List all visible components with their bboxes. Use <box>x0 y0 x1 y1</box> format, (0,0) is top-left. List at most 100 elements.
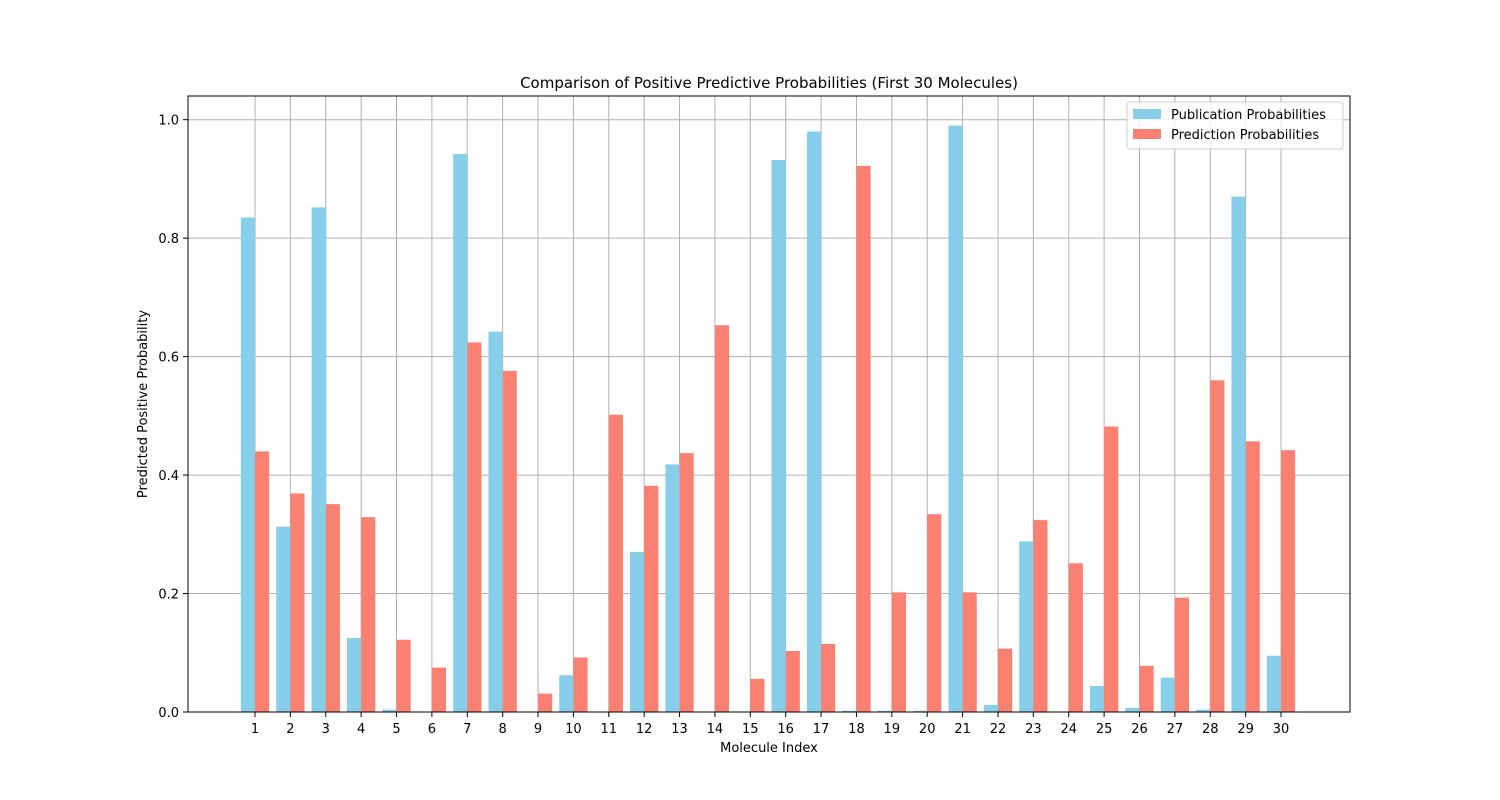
y-tick-label: 0.2 <box>158 588 179 603</box>
bar-prediction-12 <box>644 485 659 712</box>
bar-prediction-2 <box>290 493 305 712</box>
bar-publication-16 <box>771 159 786 712</box>
bar-publication-23 <box>1019 541 1034 712</box>
bar-prediction-8 <box>502 370 517 712</box>
bar-prediction-11 <box>608 414 623 712</box>
y-axis-label: Predicted Positive Probability <box>136 310 151 498</box>
bar-publication-3 <box>311 207 326 712</box>
bar-prediction-14 <box>714 325 730 712</box>
bar-prediction-30 <box>1281 450 1296 712</box>
y-tick-label: 0.4 <box>158 469 179 484</box>
x-tick-label: 1 <box>251 722 259 737</box>
x-tick-label: 7 <box>463 722 471 737</box>
x-tick-label: 11 <box>601 722 618 737</box>
bar-prediction-3 <box>325 504 340 712</box>
bar-prediction-15 <box>750 678 765 712</box>
x-tick-label: 23 <box>1025 722 1042 737</box>
x-tick-label: 6 <box>428 722 436 737</box>
bar-prediction-6 <box>431 667 447 712</box>
x-tick-label: 9 <box>534 722 542 737</box>
x-tick-label: 29 <box>1237 722 1254 737</box>
bar-prediction-7 <box>467 342 482 712</box>
x-tick-label: 10 <box>565 722 582 737</box>
bar-prediction-13 <box>679 453 694 712</box>
x-tick-label: 18 <box>848 722 865 737</box>
x-tick-label: 3 <box>322 722 330 737</box>
y-tick-label: 1.0 <box>158 114 179 129</box>
x-tick-label: 25 <box>1096 722 1113 737</box>
bar-publication-13 <box>665 464 680 712</box>
legend-label-prediction: Prediction Probabilities <box>1171 128 1319 143</box>
bar-prediction-26 <box>1139 665 1154 712</box>
x-tick-label: 2 <box>286 722 294 737</box>
legend-swatch-prediction <box>1133 129 1161 139</box>
x-tick-label: 17 <box>813 722 830 737</box>
x-tick-label: 22 <box>990 722 1007 737</box>
bar-publication-30 <box>1266 655 1281 712</box>
bar-publication-12 <box>630 552 645 712</box>
bars <box>240 125 1296 713</box>
bar-publication-29 <box>1231 196 1246 712</box>
y-tick-label: 0.6 <box>158 351 179 366</box>
bar-publication-27 <box>1160 677 1175 712</box>
x-tick-label: 28 <box>1202 722 1219 737</box>
bar-prediction-1 <box>255 451 270 712</box>
bar-prediction-24 <box>1068 563 1083 712</box>
bar-prediction-16 <box>785 650 800 712</box>
bar-prediction-9 <box>538 693 553 712</box>
bar-prediction-28 <box>1210 380 1225 712</box>
bar-publication-17 <box>806 131 822 713</box>
chart-title: Comparison of Positive Predictive Probab… <box>520 74 1018 92</box>
bar-prediction-27 <box>1174 597 1190 712</box>
x-tick-label: 19 <box>884 722 901 737</box>
bar-prediction-4 <box>361 517 376 712</box>
legend-box <box>1126 101 1344 150</box>
bar-publication-25 <box>1089 685 1105 712</box>
legend: Publication Probabilities Prediction Pro… <box>1126 101 1344 150</box>
bar-prediction-25 <box>1104 426 1119 712</box>
bar-prediction-19 <box>891 592 906 712</box>
bar-publication-28 <box>1196 709 1211 712</box>
x-tick-label: 30 <box>1273 722 1290 737</box>
y-tick-label: 0.0 <box>158 706 179 721</box>
legend-label-publication: Publication Probabilities <box>1171 108 1326 123</box>
x-tick-label: 27 <box>1167 722 1184 737</box>
ticks: 1 2 3 4 5 6 7 8 9 10 11 12 13 14 15 16 17 18 19 20 21 22 23 24 2… <box>158 114 1289 737</box>
bar-prediction-10 <box>573 657 588 712</box>
bar-prediction-29 <box>1245 441 1260 712</box>
bar-prediction-22 <box>997 648 1013 712</box>
bar-publication-1 <box>240 217 255 712</box>
x-tick-label: 14 <box>707 722 724 737</box>
y-tick-label: 0.8 <box>158 232 179 247</box>
bar-prediction-18 <box>856 165 871 712</box>
x-tick-label: 16 <box>777 722 794 737</box>
x-tick-label: 4 <box>357 722 365 737</box>
x-tick-label: 24 <box>1060 722 1077 737</box>
bar-publication-19 <box>877 710 892 712</box>
bar-prediction-5 <box>396 639 411 712</box>
bar-prediction-20 <box>927 514 942 712</box>
x-tick-label: 15 <box>742 722 759 737</box>
x-tick-label: 20 <box>919 722 936 737</box>
bar-publication-2 <box>276 526 291 712</box>
x-axis-label: Molecule Index <box>720 741 818 756</box>
bar-publication-7 <box>453 154 468 713</box>
x-tick-label: 13 <box>671 722 688 737</box>
bar-publication-5 <box>382 709 397 712</box>
x-tick-label: 21 <box>954 722 971 737</box>
legend-swatch-publication <box>1133 109 1161 119</box>
x-tick-label: 8 <box>499 722 507 737</box>
bar-publication-22 <box>983 704 998 712</box>
plot-frame <box>187 95 1351 713</box>
bar-publication-26 <box>1125 707 1140 712</box>
x-tick-label: 12 <box>636 722 653 737</box>
bar-publication-10 <box>559 675 574 712</box>
x-tick-label: 26 <box>1131 722 1148 737</box>
bar-publication-8 <box>488 331 503 712</box>
bar-publication-20 <box>913 710 928 712</box>
bar-prediction-23 <box>1033 520 1048 712</box>
bar-publication-4 <box>346 637 362 712</box>
bar-prediction-17 <box>821 643 836 712</box>
bar-publication-18 <box>842 710 857 712</box>
